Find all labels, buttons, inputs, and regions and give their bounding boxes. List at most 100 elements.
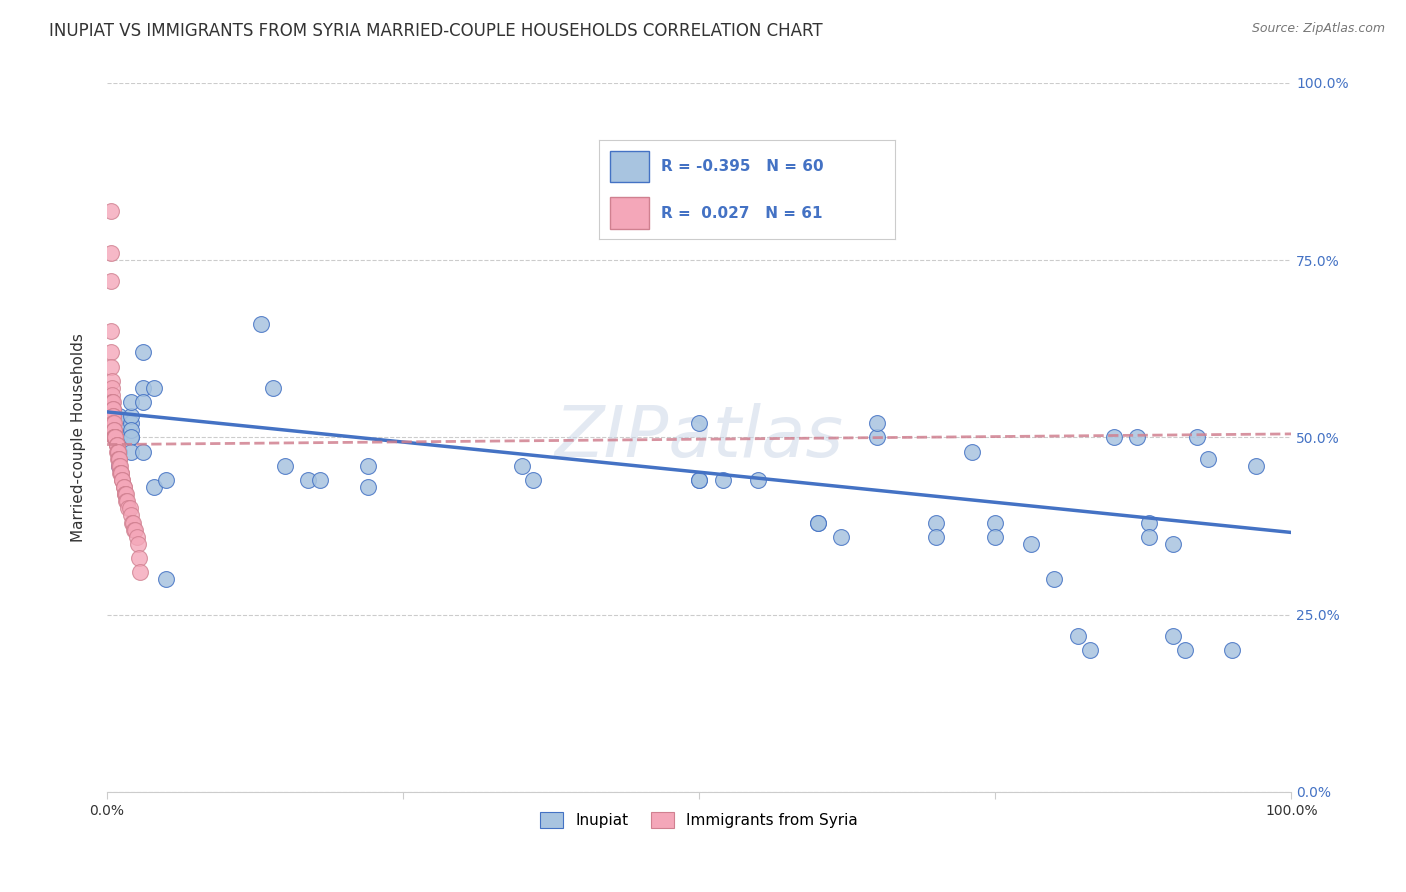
Point xyxy=(101,409,124,424)
Point xyxy=(1067,629,1090,643)
Point xyxy=(117,501,139,516)
Point xyxy=(103,430,125,444)
Point xyxy=(107,444,129,458)
Point xyxy=(1220,643,1243,657)
Point xyxy=(105,437,128,451)
Y-axis label: Married-couple Households: Married-couple Households xyxy=(72,333,86,541)
Point xyxy=(108,430,131,444)
Point xyxy=(124,523,146,537)
Point xyxy=(1185,430,1208,444)
Point xyxy=(107,451,129,466)
Point xyxy=(1019,537,1042,551)
Point xyxy=(105,437,128,451)
Point xyxy=(111,473,134,487)
Point xyxy=(120,430,142,444)
Point xyxy=(124,523,146,537)
Point xyxy=(129,565,152,579)
Point xyxy=(309,473,332,487)
Point xyxy=(1197,451,1219,466)
Point xyxy=(807,516,830,530)
Point xyxy=(925,516,948,530)
Point xyxy=(155,473,177,487)
Point xyxy=(120,423,142,437)
Point xyxy=(104,430,127,444)
Point xyxy=(108,466,131,480)
Point xyxy=(522,473,544,487)
Point xyxy=(104,430,127,444)
Point xyxy=(112,480,135,494)
Point xyxy=(1244,458,1267,473)
Point xyxy=(100,359,122,374)
Point xyxy=(250,317,273,331)
Point xyxy=(104,430,127,444)
Point xyxy=(111,473,134,487)
Point xyxy=(101,417,124,431)
Point xyxy=(101,381,124,395)
Point xyxy=(101,395,124,409)
Point xyxy=(100,246,122,260)
Point xyxy=(984,530,1007,544)
Point xyxy=(1043,572,1066,586)
Point xyxy=(120,417,142,431)
Point xyxy=(101,395,124,409)
Point xyxy=(108,458,131,473)
Point xyxy=(100,275,122,289)
Point xyxy=(143,480,166,494)
Point xyxy=(510,458,533,473)
Point xyxy=(1126,430,1149,444)
Point xyxy=(103,430,125,444)
Point xyxy=(120,395,142,409)
Point xyxy=(688,473,710,487)
Point xyxy=(262,381,284,395)
Text: ZIPatlas: ZIPatlas xyxy=(555,403,844,472)
Point xyxy=(104,430,127,444)
Point xyxy=(1137,516,1160,530)
Point xyxy=(108,458,131,473)
Point xyxy=(127,537,149,551)
Point xyxy=(122,516,145,530)
Point xyxy=(110,466,132,480)
Point xyxy=(110,466,132,480)
Point xyxy=(101,395,124,409)
Point xyxy=(101,402,124,417)
Point xyxy=(143,381,166,395)
Point xyxy=(830,530,852,544)
Point xyxy=(114,487,136,501)
Point xyxy=(120,444,142,458)
Point xyxy=(356,480,378,494)
Point xyxy=(121,516,143,530)
Point xyxy=(101,417,124,431)
Text: Source: ZipAtlas.com: Source: ZipAtlas.com xyxy=(1251,22,1385,36)
Point xyxy=(131,395,153,409)
Point xyxy=(356,458,378,473)
Point xyxy=(105,437,128,451)
Point xyxy=(114,487,136,501)
Point xyxy=(100,203,122,218)
Point xyxy=(1078,643,1101,657)
Point xyxy=(120,508,142,523)
Point xyxy=(128,551,150,566)
Point xyxy=(105,444,128,458)
Point xyxy=(101,409,124,424)
Point xyxy=(108,430,131,444)
Point xyxy=(118,501,141,516)
Point xyxy=(108,458,131,473)
Point xyxy=(131,381,153,395)
Point xyxy=(688,417,710,431)
Point xyxy=(108,417,131,431)
Text: INUPIAT VS IMMIGRANTS FROM SYRIA MARRIED-COUPLE HOUSEHOLDS CORRELATION CHART: INUPIAT VS IMMIGRANTS FROM SYRIA MARRIED… xyxy=(49,22,823,40)
Point xyxy=(688,473,710,487)
Point xyxy=(103,417,125,431)
Point xyxy=(107,444,129,458)
Point xyxy=(120,409,142,424)
Point xyxy=(807,516,830,530)
Point xyxy=(747,473,769,487)
Point xyxy=(125,530,148,544)
Point xyxy=(103,423,125,437)
Point xyxy=(866,430,889,444)
Point xyxy=(112,480,135,494)
Point xyxy=(1102,430,1125,444)
Point xyxy=(297,473,319,487)
Point xyxy=(103,423,125,437)
Point xyxy=(120,430,142,444)
